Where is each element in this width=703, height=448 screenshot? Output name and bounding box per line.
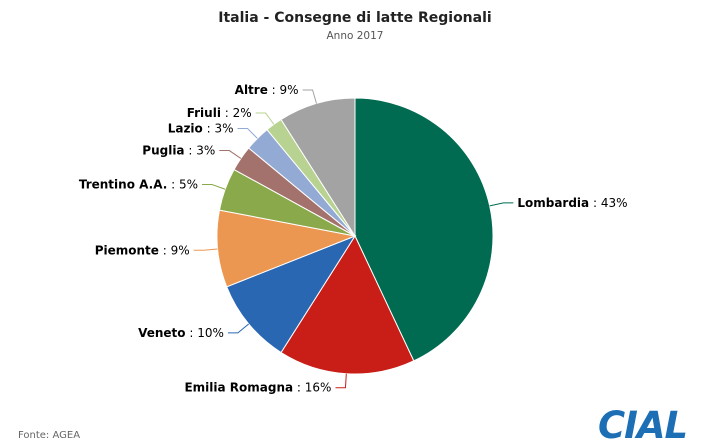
pie-slices [216, 97, 494, 375]
data-label-name: Veneto [138, 326, 185, 340]
data-label-name: Emilia Romagna [184, 381, 293, 395]
data-label-name: Lombardia [517, 196, 589, 210]
connector-lazio [237, 128, 258, 139]
data-label-name: Altre [235, 83, 268, 97]
data-label-value: : 3% [203, 122, 234, 136]
connector-emilia-romagna [335, 373, 347, 389]
chart-subtitle: Anno 2017 [327, 30, 384, 42]
data-label-name: Friuli [187, 106, 221, 120]
cial-logo: CIAL [598, 404, 687, 447]
data-label-piemonte: Piemonte : 9% [95, 243, 190, 257]
connector-lombardia [489, 202, 514, 207]
source-note: Fonte: AGEA [18, 430, 80, 441]
connector-friuli [255, 112, 275, 125]
data-label-emilia-romagna: Emilia Romagna : 16% [184, 381, 331, 395]
pie-slice-veneto [226, 234, 357, 354]
pie-slice-emilia-romagna [280, 234, 415, 375]
data-label-puglia: Puglia : 3% [142, 144, 215, 158]
connector-altre [302, 89, 317, 104]
pie-slice-lombardia [354, 97, 494, 362]
data-label-value: : 10% [186, 326, 224, 340]
data-label-name: Piemonte [95, 243, 159, 257]
data-labels: Lombardia : 43% Emilia Romagna : 16% Venet… [79, 83, 628, 395]
chart-title: Italia - Consegne di latte Regionali [218, 10, 491, 26]
data-label-value: : 43% [589, 196, 627, 210]
data-label-altre: Altre : 9% [235, 83, 299, 97]
connector-puglia [219, 150, 242, 159]
connector-trentino-a-a [201, 184, 226, 190]
data-label-trentino-a-a: Trentino A.A. : 5% [79, 178, 198, 192]
data-label-value: : 2% [221, 106, 252, 120]
data-label-friuli: Friuli : 2% [187, 106, 252, 120]
data-label-lazio: Lazio : 3% [168, 122, 234, 136]
data-label-name: Lazio [168, 122, 203, 136]
data-label-value: : 9% [159, 243, 190, 257]
data-label-lombardia: Lombardia : 43% [517, 196, 627, 210]
data-label-name: Puglia [142, 144, 184, 158]
connector-veneto [227, 323, 249, 334]
data-label-value: : 16% [293, 381, 331, 395]
label-connectors [193, 89, 514, 389]
data-label-veneto: Veneto : 10% [138, 326, 224, 340]
data-label-value: : 9% [268, 83, 299, 97]
data-label-value: : 3% [185, 144, 216, 158]
data-label-value: : 5% [167, 178, 198, 192]
data-label-name: Trentino A.A. [79, 178, 167, 192]
connector-piemonte [193, 248, 218, 251]
